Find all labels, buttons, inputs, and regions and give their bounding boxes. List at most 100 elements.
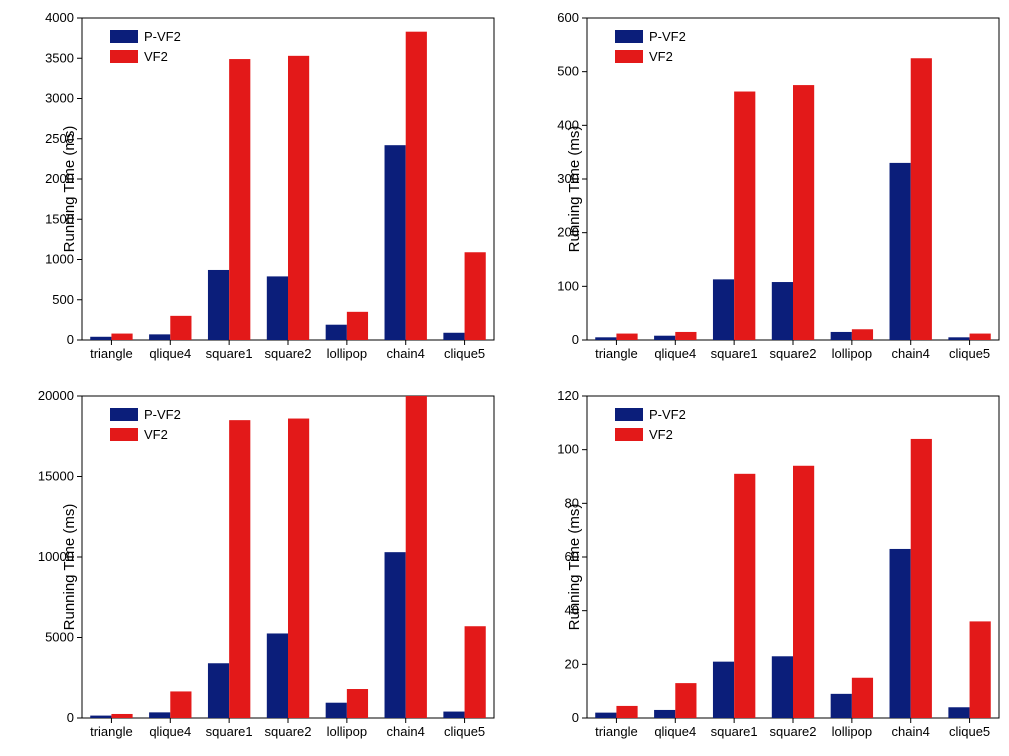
bar-vf2	[229, 420, 250, 718]
y-tick-label: 0	[67, 332, 74, 347]
bar-vf2	[111, 334, 132, 340]
y-tick-label: 0	[67, 710, 74, 725]
y-tick-label: 0	[571, 332, 578, 347]
x-tick-label: clique5	[948, 346, 989, 361]
x-tick-label: lollipop	[327, 724, 367, 739]
bar-vf2	[465, 626, 486, 718]
x-tick-label: square2	[769, 724, 816, 739]
legend-swatch-pvf2	[615, 30, 643, 43]
y-tick-label: 5000	[45, 630, 74, 645]
bar-pvf2	[830, 694, 851, 718]
bar-vf2	[347, 689, 368, 718]
bar-pvf2	[889, 549, 910, 718]
y-tick-label: 3500	[45, 50, 74, 65]
legend-label-vf2: VF2	[144, 427, 168, 442]
x-tick-label: triangle	[595, 346, 638, 361]
chart-panel-bottom-right: Running Time (ms) 020406080100120triangl…	[505, 378, 1009, 756]
x-tick-label: clique5	[948, 724, 989, 739]
x-tick-label: chain4	[891, 724, 929, 739]
bar-vf2	[406, 32, 427, 340]
y-tick-label: 15000	[38, 469, 74, 484]
y-axis-label: Running Time (ms)	[61, 504, 78, 631]
y-tick-label: 120	[557, 388, 579, 403]
bar-pvf2	[948, 337, 969, 340]
y-tick-label: 500	[557, 64, 579, 79]
x-tick-label: triangle	[595, 724, 638, 739]
bar-pvf2	[208, 663, 229, 718]
bar-vf2	[851, 329, 872, 340]
bar-pvf2	[149, 334, 170, 340]
y-tick-label: 20000	[38, 388, 74, 403]
x-tick-label: qlique4	[149, 346, 191, 361]
bar-pvf2	[443, 333, 464, 340]
bar-pvf2	[326, 703, 347, 718]
bar-pvf2	[326, 325, 347, 340]
y-tick-label: 0	[571, 710, 578, 725]
x-tick-label: triangle	[90, 346, 133, 361]
y-tick-label: 100	[557, 442, 579, 457]
bar-pvf2	[889, 163, 910, 340]
x-tick-label: qlique4	[149, 724, 191, 739]
bar-pvf2	[712, 279, 733, 340]
bar-vf2	[910, 58, 931, 340]
x-tick-label: lollipop	[327, 346, 367, 361]
bar-vf2	[616, 706, 637, 718]
bar-vf2	[851, 678, 872, 718]
x-tick-label: chain4	[387, 346, 425, 361]
bar-pvf2	[654, 336, 675, 340]
bar-vf2	[465, 252, 486, 340]
chart-grid: Running Time (ms) 0500100015002000250030…	[0, 0, 1009, 756]
bar-pvf2	[267, 633, 288, 718]
y-tick-label: 500	[52, 292, 74, 307]
bar-pvf2	[830, 332, 851, 340]
bar-vf2	[347, 312, 368, 340]
bar-pvf2	[385, 552, 406, 718]
legend-swatch-vf2	[110, 428, 138, 441]
x-tick-label: chain4	[891, 346, 929, 361]
bar-vf2	[910, 439, 931, 718]
y-tick-label: 1000	[45, 252, 74, 267]
x-tick-label: square2	[769, 346, 816, 361]
legend-swatch-pvf2	[615, 408, 643, 421]
bar-vf2	[734, 92, 755, 340]
x-tick-label: clique5	[444, 724, 485, 739]
bar-pvf2	[385, 145, 406, 340]
bar-pvf2	[90, 716, 111, 718]
bar-vf2	[229, 59, 250, 340]
bar-vf2	[170, 316, 191, 340]
legend-label-vf2: VF2	[649, 49, 673, 64]
y-axis-label: Running Time (ms)	[565, 126, 582, 253]
bar-vf2	[793, 85, 814, 340]
bar-pvf2	[208, 270, 229, 340]
legend-label-pvf2: P-VF2	[144, 407, 181, 422]
bar-pvf2	[771, 282, 792, 340]
x-tick-label: qlique4	[654, 346, 696, 361]
bar-pvf2	[595, 337, 616, 340]
bar-vf2	[288, 419, 309, 718]
chart-panel-top-right: Running Time (ms) 0100200300400500600tri…	[505, 0, 1009, 378]
bar-vf2	[406, 396, 427, 718]
bar-pvf2	[595, 713, 616, 718]
legend-swatch-vf2	[615, 428, 643, 441]
legend-label-pvf2: P-VF2	[649, 407, 686, 422]
x-tick-label: triangle	[90, 724, 133, 739]
x-tick-label: square2	[265, 346, 312, 361]
bar-vf2	[734, 474, 755, 718]
chart-panel-bottom-left: Running Time (ms) 05000100001500020000tr…	[0, 378, 505, 756]
bar-vf2	[793, 466, 814, 718]
legend-label-vf2: VF2	[649, 427, 673, 442]
bar-vf2	[170, 691, 191, 718]
bar-vf2	[616, 334, 637, 340]
x-tick-label: qlique4	[654, 724, 696, 739]
x-tick-label: lollipop	[831, 724, 871, 739]
chart-panel-top-left: Running Time (ms) 0500100015002000250030…	[0, 0, 505, 378]
bar-pvf2	[443, 712, 464, 718]
bar-pvf2	[654, 710, 675, 718]
y-tick-label: 100	[557, 278, 579, 293]
y-tick-label: 4000	[45, 10, 74, 25]
bar-vf2	[969, 621, 990, 718]
bar-pvf2	[712, 662, 733, 718]
x-tick-label: square1	[206, 346, 253, 361]
legend-swatch-vf2	[110, 50, 138, 63]
y-axis-label: Running Time (ms)	[565, 504, 582, 631]
